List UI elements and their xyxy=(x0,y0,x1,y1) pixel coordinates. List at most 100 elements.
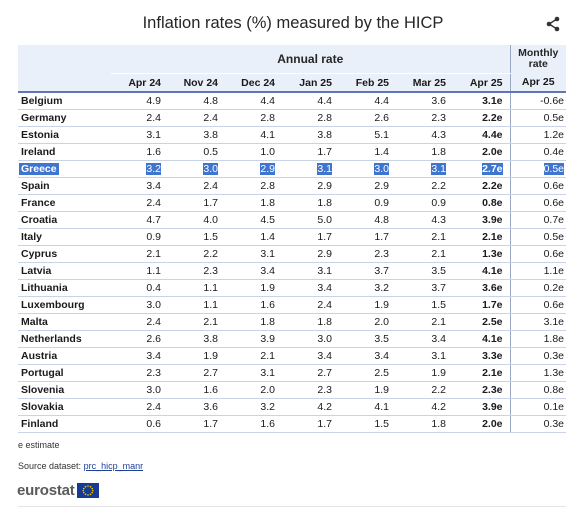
cell-value: 2.8 xyxy=(317,112,332,124)
eu-flag-icon xyxy=(76,482,99,498)
cell-value: 3.1 xyxy=(431,350,446,362)
cell-value: 0.2e xyxy=(543,282,565,294)
annual-rate-cell: 1.1 xyxy=(111,262,168,280)
country-name: France xyxy=(18,194,111,212)
country-label: Luxembourg xyxy=(21,299,85,311)
country-name: Austria xyxy=(18,347,111,365)
cell-value: 2.4 xyxy=(146,112,161,124)
cell-value: 3.4 xyxy=(431,333,446,345)
share-icon[interactable] xyxy=(545,16,561,32)
table-row[interactable]: Netherlands 2.6 3.8 3.9 3.0 3.5 3.4 4.1e 1.8e xyxy=(18,330,567,348)
annual-rate-cell: 2.1 xyxy=(168,313,225,331)
table-row[interactable]: Greece 3.2 3.0 2.9 3.1 3.0 3.1 2.7e 0.5e xyxy=(18,160,567,178)
cell-value: 3.0 xyxy=(146,299,161,311)
annual-rate-cell: 2.3 xyxy=(282,381,339,399)
cell-value: 2.3 xyxy=(431,112,446,124)
table-row[interactable]: France 2.4 1.7 1.8 1.8 0.9 0.9 0.8e 0.6e xyxy=(18,194,567,212)
table-row[interactable]: Spain 3.4 2.4 2.8 2.9 2.9 2.2 2.2e 0.6e xyxy=(18,177,567,195)
cell-value: 4.4 xyxy=(317,95,332,107)
annual-rate-cell: 2.6 xyxy=(339,109,396,127)
table-row[interactable]: Malta 2.4 2.1 1.8 1.8 2.0 2.1 2.5e 3.1e xyxy=(18,313,567,331)
source-dataset-link[interactable]: prc_hicp_manr xyxy=(83,461,144,471)
annual-rate-cell: 1.9 xyxy=(168,347,225,365)
annual-rate-header: Annual rate xyxy=(111,45,511,74)
annual-rate-cell: 3.8 xyxy=(168,330,225,348)
annual-rate-cell: 3.4 xyxy=(282,347,339,365)
cell-value: 1.8 xyxy=(260,197,275,209)
annual-rate-cell: 2.1 xyxy=(396,228,453,246)
table-row[interactable]: Ireland 1.6 0.5 1.0 1.7 1.4 1.8 2.0e 0.4e xyxy=(18,143,567,161)
cell-value: 1.9 xyxy=(374,384,389,396)
table-row[interactable]: Germany 2.4 2.4 2.8 2.8 2.6 2.3 2.2e 0.5e xyxy=(18,109,567,127)
annual-rate-cell: 3.8 xyxy=(168,126,225,144)
cell-value: 2.1e xyxy=(482,231,503,243)
monthly-rate-cell: 0.5e xyxy=(509,228,567,246)
cell-value: 3.1 xyxy=(317,265,332,277)
monthly-rate-cell: 0.1e xyxy=(509,398,567,416)
cell-value: 5.1 xyxy=(374,129,389,141)
cell-value: 3.0 xyxy=(203,163,218,175)
monthly-rate-cell: -0.6e xyxy=(509,92,567,110)
cell-value: 2.4 xyxy=(317,299,332,311)
monthly-rate-cell: 0.6e xyxy=(509,245,567,263)
monthly-rate-cell: 1.2e xyxy=(509,126,567,144)
table-row[interactable]: Luxembourg 3.0 1.1 1.6 2.4 1.9 1.5 1.7e 0.6e xyxy=(18,296,567,314)
annual-rate-cell: 1.9 xyxy=(225,279,282,297)
cell-value: 3.6 xyxy=(431,95,446,107)
table-row[interactable]: Finland 0.6 1.7 1.6 1.7 1.5 1.8 2.0e 0.3e xyxy=(18,415,567,433)
cell-value: 3.9e xyxy=(482,214,503,226)
cell-value: 0.5e xyxy=(543,163,565,175)
cell-value: 2.7e xyxy=(482,163,503,175)
cell-value: 4.9 xyxy=(146,95,161,107)
cell-value: 3.9 xyxy=(260,333,275,345)
cell-value: 4.8 xyxy=(203,95,218,107)
country-header xyxy=(18,73,111,93)
table-row[interactable]: Austria 3.4 1.9 2.1 3.4 3.4 3.1 3.3e 0.3e xyxy=(18,347,567,365)
cell-value: 4.3 xyxy=(431,214,446,226)
annual-rate-cell: 0.4 xyxy=(111,279,168,297)
monthly-rate-cell: 0.6e xyxy=(509,296,567,314)
annual-rate-cell: 2.3e xyxy=(453,381,511,399)
annual-rate-cell: 0.5 xyxy=(168,143,225,161)
cell-value: 1.7 xyxy=(317,231,332,243)
annual-rate-cell: 1.7 xyxy=(168,194,225,212)
table-row[interactable]: Portugal 2.3 2.7 3.1 2.7 2.5 1.9 2.1e 1.3e xyxy=(18,364,567,382)
annual-rate-cell: 1.7 xyxy=(282,143,339,161)
annual-rate-cell: 4.1e xyxy=(453,330,511,348)
annual-rate-cell: 2.0e xyxy=(453,143,511,161)
table-row[interactable]: Italy 0.9 1.5 1.4 1.7 1.7 2.1 2.1e 0.5e xyxy=(18,228,567,246)
footnote: e estimate xyxy=(18,440,60,450)
table-row[interactable]: Latvia 1.1 2.3 3.4 3.1 3.7 3.5 4.1e 1.1e xyxy=(18,262,567,280)
annual-rate-cell: 2.9 xyxy=(339,177,396,195)
cell-value: 2.8 xyxy=(260,112,275,124)
table-row[interactable]: Belgium 4.9 4.8 4.4 4.4 4.4 3.6 3.1e -0.6e xyxy=(18,92,567,110)
cell-value: 2.9 xyxy=(317,180,332,192)
annual-rate-cell: 3.6 xyxy=(396,92,453,110)
table-row[interactable]: Cyprus 2.1 2.2 3.1 2.9 2.3 2.1 1.3e 0.6e xyxy=(18,245,567,263)
cell-value: 2.1 xyxy=(431,248,446,260)
country-label: Malta xyxy=(21,316,48,328)
cell-value: 1.9 xyxy=(374,299,389,311)
cell-value: 4.1 xyxy=(260,129,275,141)
annual-rate-cell: 3.1e xyxy=(453,92,511,110)
cell-value: 3.4 xyxy=(317,282,332,294)
cell-value: 2.6 xyxy=(146,333,161,345)
cell-value: 3.0 xyxy=(146,384,161,396)
cell-value: 2.3e xyxy=(482,384,503,396)
period-header: Dec 24 xyxy=(225,73,282,93)
country-label: Portugal xyxy=(21,367,64,379)
table-row[interactable]: Slovenia 3.0 1.6 2.0 2.3 1.9 2.2 2.3e 0.8e xyxy=(18,381,567,399)
cell-value: 3.1 xyxy=(260,248,275,260)
annual-rate-cell: 4.4 xyxy=(282,92,339,110)
cell-value: 3.9e xyxy=(482,401,503,413)
table-row[interactable]: Estonia 3.1 3.8 4.1 3.8 5.1 4.3 4.4e 1.2e xyxy=(18,126,567,144)
annual-rate-cell: 3.7 xyxy=(339,262,396,280)
table-row[interactable]: Lithuania 0.4 1.1 1.9 3.4 3.2 3.7 3.6e 0.2e xyxy=(18,279,567,297)
annual-rate-cell: 4.8 xyxy=(168,92,225,110)
table-row[interactable]: Slovakia 2.4 3.6 3.2 4.2 4.1 4.2 3.9e 0.1e xyxy=(18,398,567,416)
annual-rate-cell: 1.6 xyxy=(225,296,282,314)
table-row[interactable]: Croatia 4.7 4.0 4.5 5.0 4.8 4.3 3.9e 0.7e xyxy=(18,211,567,229)
country-label: Germany xyxy=(21,112,67,124)
country-name: Ireland xyxy=(18,143,111,161)
cell-value: 3.1 xyxy=(260,367,275,379)
